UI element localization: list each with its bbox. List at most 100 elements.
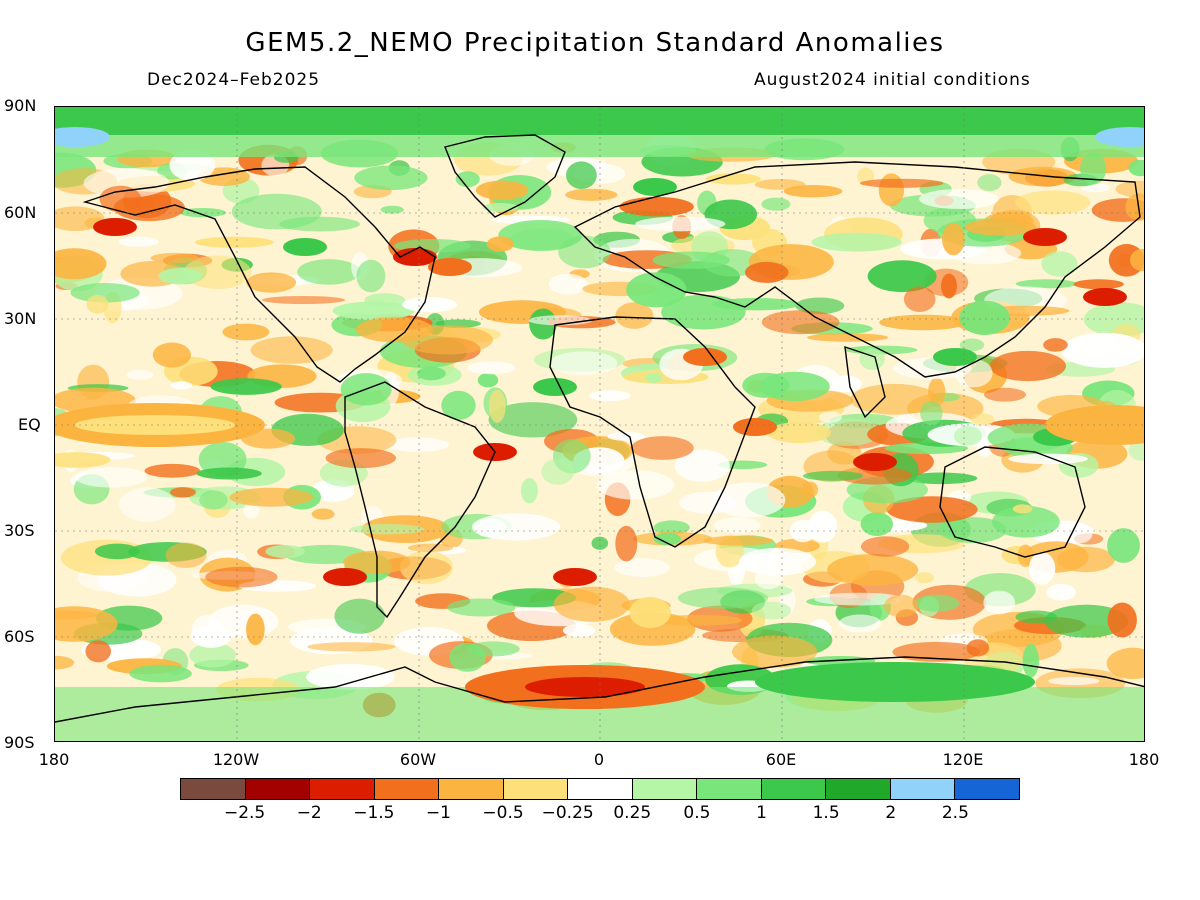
australia-coast [939,446,1086,558]
anomaly-patch [441,390,476,420]
anomaly-patch [401,325,493,355]
anomaly-patch [879,314,968,331]
anomaly-patch [297,259,361,285]
anomaly-patch [466,641,520,657]
anomaly-patch [1106,647,1144,679]
anomaly-patch [447,598,516,617]
anomaly-patch [904,472,978,485]
anomaly-patch [325,448,396,469]
anomaly-patch [158,268,202,285]
anomaly-patch [878,173,905,207]
anomaly-patch [334,598,386,634]
africa-coast [549,316,756,548]
anomaly-patch [631,436,694,460]
anomaly-patch [541,458,575,485]
colorbar-cell [761,779,827,799]
anomaly-patch [761,310,840,335]
anomaly-core [323,568,367,586]
colorbar-cell [890,779,956,799]
anomaly-patch [380,205,404,214]
pacific-dry-core-west [75,415,235,435]
anomaly-patch [867,260,937,293]
anomaly-patch [744,261,789,283]
anomaly-core [1023,228,1067,246]
anomaly-patch [705,173,761,185]
anomaly-patch [1041,251,1078,277]
colorbar-tick-label: −1 [425,803,451,823]
map-canvas [55,107,1144,741]
anomaly-patch [486,236,514,252]
anomaly-patch [645,373,663,383]
anomaly-patch [615,302,654,329]
anomaly-patch [767,422,831,444]
anomaly-patch [562,624,596,637]
anomaly-patch [558,235,611,269]
anomaly-core [633,178,677,196]
colorbar-tick-label: 1.5 [812,803,840,823]
anomaly-patch [795,297,845,315]
anomaly-patch [992,506,1060,538]
anomaly-patch [417,366,446,381]
anomaly-patch [789,519,817,543]
anomaly-patch [488,389,506,423]
anomaly-patch [1043,338,1068,352]
south-america-coast [344,381,496,619]
anomaly-patch [1008,453,1088,465]
anomaly-patch [1128,159,1144,177]
anomaly-map [54,106,1145,742]
colorbar-cell [632,779,698,799]
arctic-blue-west [55,127,110,147]
anomaly-patch [1012,504,1033,514]
colorbar-cell [955,779,1019,799]
anomaly-patch [55,248,107,280]
anomaly-patch [1073,279,1124,290]
anomaly-patch [607,431,645,441]
anomaly-patch [717,460,768,470]
initial-conditions: August2024 initial conditions [754,70,1031,90]
anomaly-patch [959,338,985,352]
anomaly-patch [553,586,630,622]
anomaly-patch [144,463,200,478]
anomaly-patch [477,373,499,388]
anomaly-patch [983,590,1016,615]
colorbar-tick-label: 0.25 [613,803,652,823]
anomaly-patch [196,467,262,480]
map-title: GEM5.2_NEMO Precipitation Standard Anoma… [245,28,945,58]
greenland-coast [444,134,566,218]
anomaly-patch [356,259,386,293]
anomaly-patch [85,640,111,663]
anomaly-patch [977,174,1002,192]
anomaly-patch [488,402,578,438]
anomaly-patch [807,333,889,342]
anomaly-patch [984,387,1026,402]
anomaly-patch [1130,249,1144,271]
colorbar-cell [245,779,311,799]
anomaly-patch [1028,552,1056,585]
eurasia-coast [573,161,1141,378]
anomaly-patch [210,378,282,395]
anomaly-patch [850,383,939,415]
anomaly-patch [919,189,999,209]
anomaly-patch [860,512,893,536]
anomaly-patch [815,418,881,447]
anomaly-patch [886,496,978,523]
anomaly-patch [467,361,516,375]
anomaly-patch [170,487,196,498]
anomaly-patch [194,236,274,248]
north-america-coast [82,166,436,383]
anomaly-patch [1017,544,1034,568]
anomaly-patch [475,180,529,200]
anomaly-core [283,238,327,256]
anomaly-patch [811,232,902,252]
colorbar-tick-label: 1 [756,803,767,823]
anomaly-patch [941,273,957,299]
anomaly-patch [307,642,396,652]
graticule [55,107,1144,741]
anomaly-patch [152,342,191,368]
anomaly-patch [170,381,193,390]
anomaly-patch [55,606,118,642]
anomaly-core [93,218,137,236]
anomaly-patch [1107,602,1137,638]
anomaly-patch [942,222,965,256]
anomaly-patch [118,236,159,247]
